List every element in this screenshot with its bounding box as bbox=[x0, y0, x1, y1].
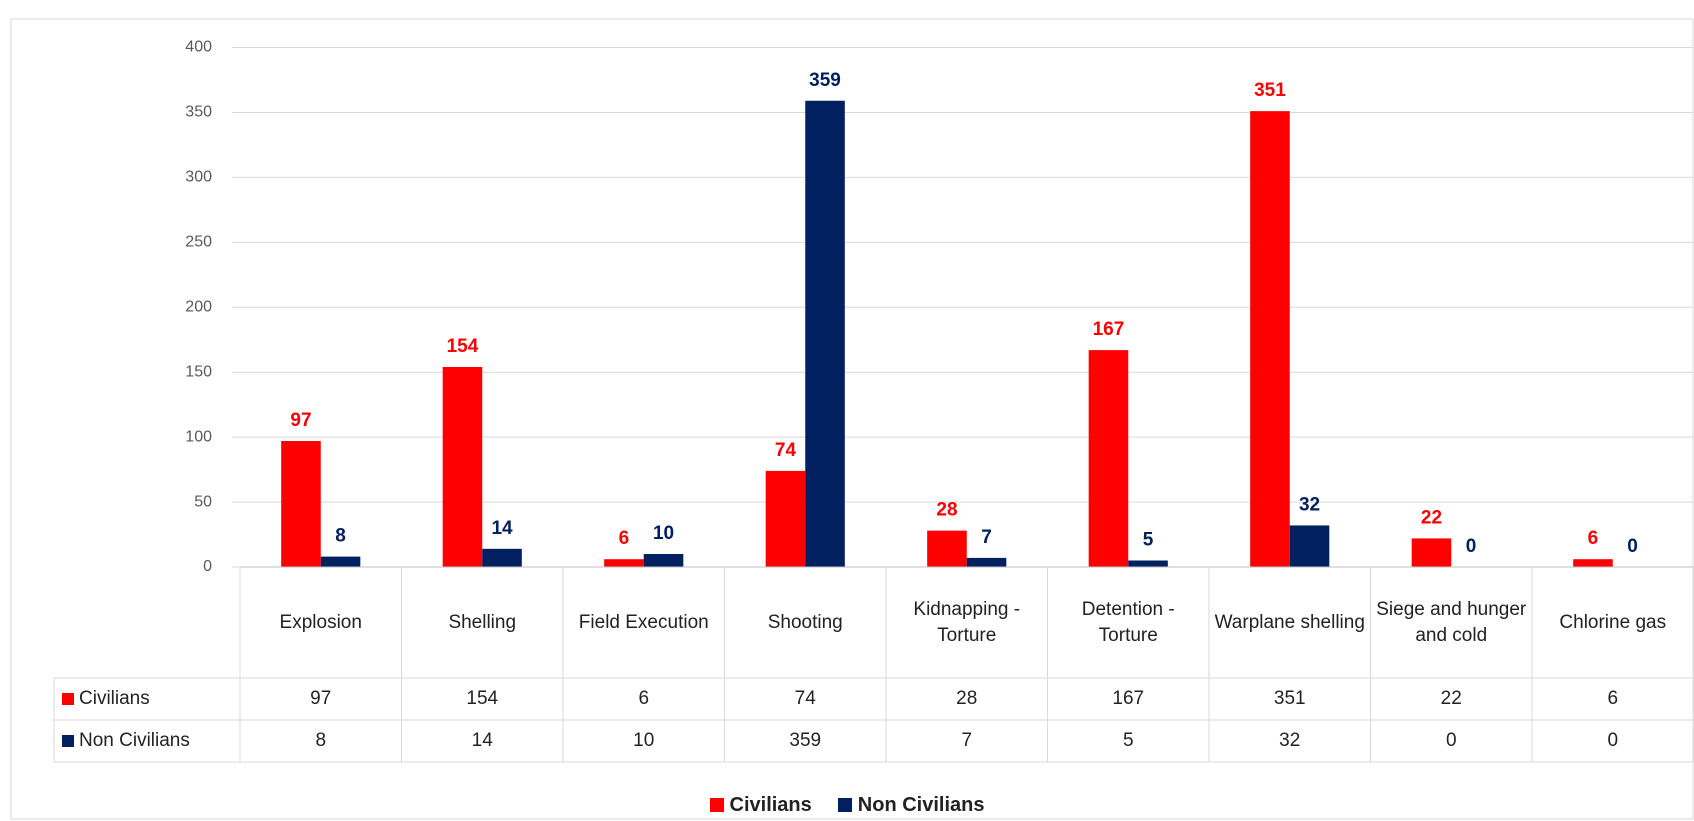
table-value: 14 bbox=[471, 730, 493, 752]
legend: Civilians Non Civilians bbox=[0, 790, 1694, 820]
data-label: 22 bbox=[1421, 507, 1442, 528]
category-label: Warplane shelling bbox=[1214, 611, 1365, 633]
data-label: 5 bbox=[1143, 530, 1154, 551]
data-label: 154 bbox=[447, 336, 479, 357]
data-label: 10 bbox=[653, 523, 674, 544]
y-tick-label: 250 bbox=[185, 234, 212, 251]
bar bbox=[805, 100, 845, 567]
legend-label: Civilians bbox=[729, 793, 812, 816]
category-label: Field Execution bbox=[578, 611, 709, 633]
data-label: 14 bbox=[491, 518, 513, 539]
data-label: 359 bbox=[809, 70, 841, 91]
category-label: Siege and hunger and cold bbox=[1376, 598, 1527, 646]
table-value: 10 bbox=[633, 730, 655, 752]
table-value: 8 bbox=[315, 730, 327, 752]
category-label: Shooting bbox=[767, 611, 843, 633]
legend-key bbox=[62, 693, 74, 705]
bar bbox=[765, 470, 806, 567]
data-label: 74 bbox=[775, 440, 797, 461]
category-label: Shelling bbox=[448, 611, 517, 633]
legend-key bbox=[62, 735, 74, 747]
table-value: 6 bbox=[638, 688, 650, 710]
category-label: Detention - Torture bbox=[1081, 598, 1175, 646]
category-label: Chlorine gas bbox=[1559, 611, 1667, 633]
bar bbox=[1250, 111, 1290, 568]
bar bbox=[1573, 559, 1613, 567]
data-label: 28 bbox=[936, 500, 957, 521]
bar bbox=[927, 530, 967, 567]
table-value: 0 bbox=[1607, 730, 1619, 752]
data-label: 97 bbox=[290, 410, 311, 431]
data-label: 6 bbox=[1588, 528, 1599, 549]
table-value: 5 bbox=[1122, 730, 1134, 752]
data-label: 7 bbox=[981, 527, 992, 548]
y-tick-label: 100 bbox=[185, 428, 212, 445]
series-name: Civilians bbox=[79, 688, 150, 710]
table-value: 154 bbox=[466, 688, 499, 710]
bar bbox=[281, 441, 321, 567]
table-value: 74 bbox=[794, 688, 816, 710]
y-tick-label: 350 bbox=[185, 104, 212, 121]
y-tick-label: 0 bbox=[203, 558, 212, 575]
bar bbox=[643, 554, 684, 567]
bar bbox=[1411, 538, 1452, 567]
bar bbox=[320, 556, 361, 567]
data-label: 167 bbox=[1093, 319, 1125, 340]
legend-item: Non Civilians bbox=[837, 793, 985, 817]
bar bbox=[442, 366, 483, 567]
legend-item: Civilians bbox=[709, 793, 812, 817]
table-value: 167 bbox=[1112, 688, 1145, 710]
table-value: 351 bbox=[1273, 688, 1306, 710]
category-label: Explosion bbox=[279, 611, 362, 633]
table-value: 7 bbox=[961, 730, 973, 752]
y-tick-label: 50 bbox=[194, 493, 212, 510]
data-label: 32 bbox=[1299, 494, 1320, 515]
table-value: 6 bbox=[1607, 688, 1619, 710]
chart-border bbox=[10, 18, 1694, 820]
y-tick-label: 200 bbox=[185, 298, 212, 315]
data-label: 0 bbox=[1466, 536, 1477, 557]
bar bbox=[1128, 560, 1168, 567]
legend-label: Non Civilians bbox=[857, 793, 985, 816]
category-label: Kidnapping - Torture bbox=[913, 598, 1021, 646]
table-value: 32 bbox=[1279, 730, 1301, 752]
bar bbox=[1289, 525, 1330, 567]
bar bbox=[482, 548, 522, 567]
data-label: 0 bbox=[1627, 536, 1638, 557]
y-tick-label: 300 bbox=[185, 169, 212, 186]
legend-key bbox=[837, 798, 852, 812]
legend-key bbox=[709, 798, 724, 812]
table-value: 97 bbox=[310, 688, 332, 710]
series-name: Non Civilians bbox=[79, 730, 190, 752]
y-tick-label: 150 bbox=[185, 363, 212, 380]
table-value: 22 bbox=[1440, 688, 1462, 710]
bar bbox=[1088, 350, 1129, 567]
table-row-header: Non Civilians bbox=[54, 720, 240, 762]
data-label: 8 bbox=[335, 526, 346, 547]
table-value: 0 bbox=[1445, 730, 1457, 752]
table-row-header: Civilians bbox=[54, 678, 240, 720]
table-value: 28 bbox=[956, 688, 978, 710]
data-label: 351 bbox=[1254, 80, 1286, 101]
bar bbox=[966, 557, 1007, 567]
bar bbox=[604, 559, 644, 567]
data-label: 6 bbox=[619, 528, 630, 549]
table-value: 359 bbox=[789, 730, 822, 752]
y-tick-label: 400 bbox=[185, 39, 212, 56]
